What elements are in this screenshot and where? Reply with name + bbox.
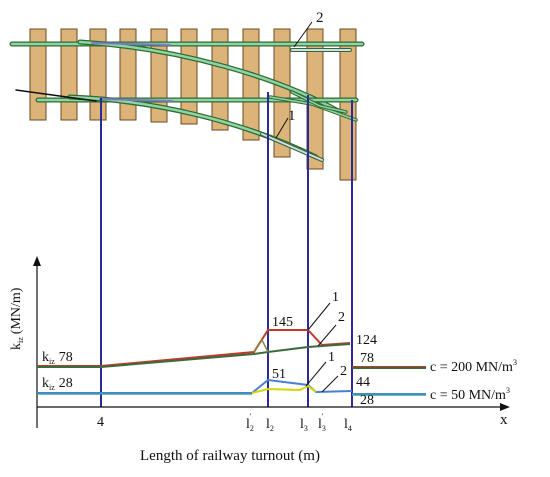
- value-124: 124: [356, 333, 377, 348]
- callout-leader: [293, 21, 313, 48]
- sleeper: [242, 28, 260, 141]
- turnout-start-line: [15, 89, 97, 102]
- callout-1-top: 1: [288, 108, 296, 124]
- sleeper: [211, 28, 229, 131]
- switch-blade-lower: [99, 98, 173, 102]
- callout-leader: [275, 117, 289, 139]
- curve-2-upper-label: 2: [338, 310, 345, 325]
- leader-1-lower: [305, 361, 327, 387]
- value-44: 44: [356, 375, 370, 390]
- curve-1-lower-label: 1: [328, 350, 335, 365]
- value-28-right: 28: [360, 393, 374, 408]
- value-51: 51: [272, 367, 286, 382]
- axes: [33, 256, 510, 428]
- y-axis-label: kiz(MN/m): [9, 287, 25, 350]
- leader-1-upper: [307, 302, 331, 331]
- legend-c200: c = 200 MN/m3: [430, 358, 517, 375]
- sleeper: [273, 28, 291, 158]
- x-axis-title: Length of railway turnout (m): [140, 448, 320, 464]
- curve-c50-yellow: [251, 384, 317, 394]
- curves-c200: [37, 329, 426, 369]
- tick-l3-prime: l3': [318, 412, 326, 433]
- x-tick-labels: 4 l2' l2 l3 l3' l4: [97, 412, 352, 433]
- tick-4: 4: [97, 415, 104, 430]
- curve-c50-blue: [37, 378, 353, 394]
- x-axis-label: x: [500, 412, 508, 428]
- tick-l4: l4: [344, 417, 352, 433]
- curve-2-lower-label: 2: [340, 364, 347, 379]
- y-axis-arrow: [33, 256, 41, 266]
- x-axis-arrow: [500, 403, 510, 411]
- svg-text:kiz(MN/m): kiz(MN/m): [9, 287, 25, 350]
- curve-1-upper-label: 1: [332, 290, 339, 305]
- curve-c200-olive: [253, 338, 269, 353]
- legend: c = 200 MN/m3 c = 50 MN/m3: [430, 358, 517, 403]
- k-lower-label: kiz 28: [42, 376, 73, 392]
- callout-2-top: 2: [316, 10, 324, 26]
- sleeper: [29, 28, 47, 121]
- tick-l2: l2: [266, 417, 274, 433]
- switch-blade-top: [91, 42, 171, 46]
- curve-c200-darkgreen: [37, 343, 351, 368]
- guide-lines: [100, 92, 353, 407]
- tick-l2-prime: l2': [246, 412, 254, 433]
- value-78-right: 78: [360, 351, 374, 366]
- leader-2-lower: [321, 375, 339, 393]
- tick-l3: l3: [300, 417, 308, 433]
- legend-c50: c = 50 MN/m3: [430, 386, 510, 403]
- top-callouts: 2 1: [275, 10, 324, 139]
- sleeper: [119, 28, 137, 121]
- value-labels: 145 124 78 51 44 28 1 2 1 2: [272, 290, 377, 408]
- k-upper-label: kiz 78: [42, 350, 73, 366]
- value-145: 145: [272, 315, 293, 330]
- leader-2-upper: [317, 324, 337, 347]
